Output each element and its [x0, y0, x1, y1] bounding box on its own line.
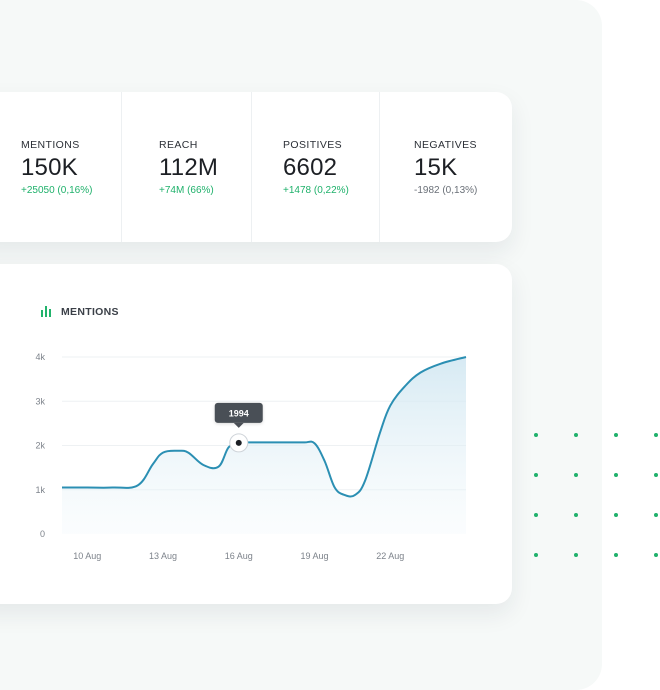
stat-delta: +1478 (0,22%) — [283, 185, 349, 196]
tooltip-value: 1994 — [229, 408, 249, 418]
y-tick-label: 1k — [35, 485, 45, 495]
stat-label: REACH — [159, 139, 198, 151]
stat-value: 6602 — [283, 154, 338, 181]
stats-card: MENTIONS 150K +25050 (0,16%) REACH 112M … — [0, 92, 512, 242]
decorative-dot — [614, 513, 618, 517]
decorative-dot — [654, 513, 658, 517]
stat-label: NEGATIVES — [414, 139, 477, 151]
y-tick-label: 3k — [35, 396, 45, 406]
decorative-dot — [574, 513, 578, 517]
tooltip-pointer — [233, 422, 244, 428]
chart-title: MENTIONS — [61, 306, 119, 318]
divider — [121, 92, 122, 242]
stat-delta: -1982 (0,13%) — [414, 185, 478, 196]
stat-delta: +25050 (0,16%) — [21, 185, 93, 196]
decorative-dot — [654, 553, 658, 557]
stat-value: 15K — [414, 154, 458, 181]
decorative-dot — [534, 513, 538, 517]
x-tick-label: 10 Aug — [73, 551, 101, 561]
mentions-line-chart[interactable]: 0 1k 2k 3k 4k 10 Aug 13 Aug 16 Aug 19 Aug 22 Aug 1… — [0, 264, 512, 604]
decorative-dot — [654, 473, 658, 477]
y-tick-label: 0 — [40, 529, 45, 539]
decorative-dot — [614, 553, 618, 557]
stat-label: MENTIONS — [21, 139, 80, 151]
decorative-dot — [654, 433, 658, 437]
decorative-dot — [534, 433, 538, 437]
series-area — [62, 357, 466, 534]
decorative-dot — [534, 553, 538, 557]
decorative-dot — [574, 553, 578, 557]
decorative-dot-grid — [534, 433, 658, 557]
series-line — [62, 356, 467, 498]
decorative-dot — [614, 433, 618, 437]
highlight-marker — [235, 439, 242, 446]
x-tick-label: 22 Aug — [376, 551, 404, 561]
stat-delta: +74M (66%) — [159, 185, 214, 196]
decorative-dot — [614, 473, 618, 477]
mentions-chart-card: MENTIONS 0 1k 2k 3k 4k 10 Aug 13 Aug 16 Aug 19 A… — [0, 264, 512, 604]
x-tick-label: 13 Aug — [149, 551, 177, 561]
stat-value: 150K — [21, 154, 78, 181]
stat-negatives[interactable]: NEGATIVES 15K -1982 (0,13%) — [380, 92, 512, 242]
decorative-dot — [534, 473, 538, 477]
decorative-dot — [574, 473, 578, 477]
y-tick-label: 4k — [35, 352, 45, 362]
tooltip-box — [214, 402, 263, 423]
bar-chart-icon — [41, 306, 51, 317]
stat-value: 112M — [159, 154, 219, 181]
stat-label: POSITIVES — [283, 139, 343, 151]
stat-positives[interactable]: POSITIVES 6602 +1478 (0,22%) — [252, 92, 379, 242]
divider — [379, 92, 380, 242]
stat-mentions[interactable]: MENTIONS 150K +25050 (0,16%) — [0, 92, 121, 242]
decorative-dot — [574, 433, 578, 437]
divider — [251, 92, 252, 242]
stat-reach[interactable]: REACH 112M +74M (66%) — [122, 92, 250, 242]
x-tick-label: 16 Aug — [225, 551, 253, 561]
y-tick-label: 2k — [35, 441, 45, 451]
x-tick-label: 19 Aug — [300, 551, 328, 561]
